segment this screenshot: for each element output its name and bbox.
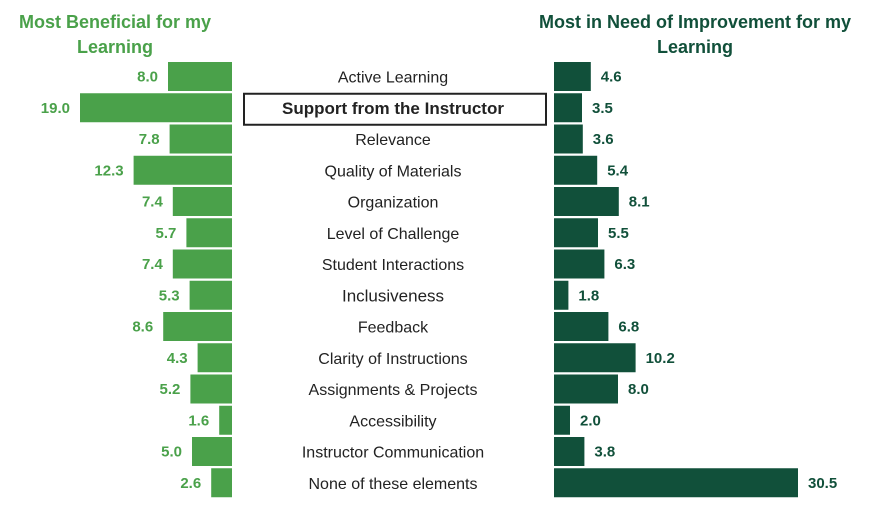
value-label-improvement: 6.3: [614, 256, 635, 273]
value-label-improvement: 5.4: [607, 162, 629, 179]
category-label: Relevance: [355, 132, 431, 149]
bar-beneficial: [169, 124, 232, 154]
bar-improvement: [554, 312, 609, 341]
value-label-beneficial: 2.6: [180, 475, 201, 492]
bar-improvement: [554, 437, 585, 466]
bar-beneficial: [168, 62, 232, 91]
value-label-improvement: 30.5: [808, 475, 837, 492]
value-label-beneficial: 7.8: [139, 131, 160, 148]
bar-improvement: [554, 93, 582, 123]
value-label-improvement: 3.5: [592, 100, 613, 117]
value-label-improvement: 10.2: [646, 350, 675, 367]
bar-improvement: [554, 124, 583, 154]
bar-beneficial: [219, 405, 232, 435]
bar-improvement: [554, 155, 598, 185]
bar-improvement: [554, 280, 569, 310]
category-label: Instructor Communication: [302, 445, 484, 462]
value-label-improvement: 2.0: [580, 412, 601, 429]
value-label-beneficial: 8.6: [132, 319, 153, 336]
category-label: Clarity of Instructions: [318, 351, 467, 368]
value-label-beneficial: 7.4: [142, 194, 164, 211]
bar-beneficial: [163, 312, 232, 341]
bar-beneficial: [190, 374, 232, 404]
bar-improvement: [554, 343, 636, 373]
value-label-improvement: 3.8: [594, 444, 615, 461]
bar-beneficial: [197, 343, 232, 373]
category-label: Feedback: [358, 320, 429, 337]
value-label-beneficial: 8.0: [137, 69, 158, 86]
category-label: None of these elements: [309, 476, 478, 493]
bar-beneficial: [192, 437, 232, 466]
bar-beneficial: [172, 249, 232, 279]
bar-improvement: [554, 468, 798, 498]
bar-improvement: [554, 187, 619, 216]
value-label-improvement: 3.6: [593, 131, 614, 148]
category-label: Inclusiveness: [342, 286, 444, 305]
value-label-beneficial: 5.3: [159, 287, 180, 304]
category-label: Support from the Instructor: [282, 99, 504, 118]
value-label-improvement: 6.8: [618, 319, 639, 336]
value-label-beneficial: 5.2: [160, 381, 181, 398]
value-label-improvement: 5.5: [608, 225, 629, 242]
category-label: Accessibility: [349, 413, 436, 430]
bar-improvement: [554, 374, 618, 404]
value-label-improvement: 8.0: [628, 381, 649, 398]
value-label-beneficial: 4.3: [167, 350, 188, 367]
bar-beneficial: [133, 155, 232, 185]
bar-beneficial: [80, 93, 232, 123]
bar-beneficial: [172, 187, 232, 216]
category-label: Assignments & Projects: [309, 382, 478, 399]
bar-beneficial: [211, 468, 232, 498]
left-series-title: Most Beneficial for my Learning: [18, 12, 212, 57]
highlight-box: [243, 92, 547, 126]
bar-improvement: [554, 218, 598, 248]
right-series-title: Most in Need of Improvement for my Learn…: [538, 12, 852, 57]
category-label: Level of Challenge: [327, 226, 460, 243]
category-label: Quality of Materials: [325, 163, 462, 180]
value-label-beneficial: 12.3: [94, 162, 123, 179]
bar-improvement: [554, 405, 570, 435]
value-label-improvement: 1.8: [578, 287, 599, 304]
bar-improvement: [554, 62, 591, 91]
bar-improvement: [554, 249, 605, 279]
value-label-beneficial: 1.6: [188, 412, 209, 429]
value-label-beneficial: 5.7: [156, 225, 177, 242]
category-label: Organization: [348, 195, 439, 212]
bar-beneficial: [189, 280, 232, 310]
value-label-beneficial: 7.4: [142, 256, 164, 273]
value-label-improvement: 4.6: [601, 69, 622, 86]
category-label: Active Learning: [338, 70, 448, 87]
value-label-beneficial: 19.0: [41, 100, 70, 117]
value-label-beneficial: 5.0: [161, 444, 182, 461]
bar-beneficial: [186, 218, 232, 248]
category-label: Student Interactions: [322, 257, 464, 274]
value-label-improvement: 8.1: [629, 194, 650, 211]
